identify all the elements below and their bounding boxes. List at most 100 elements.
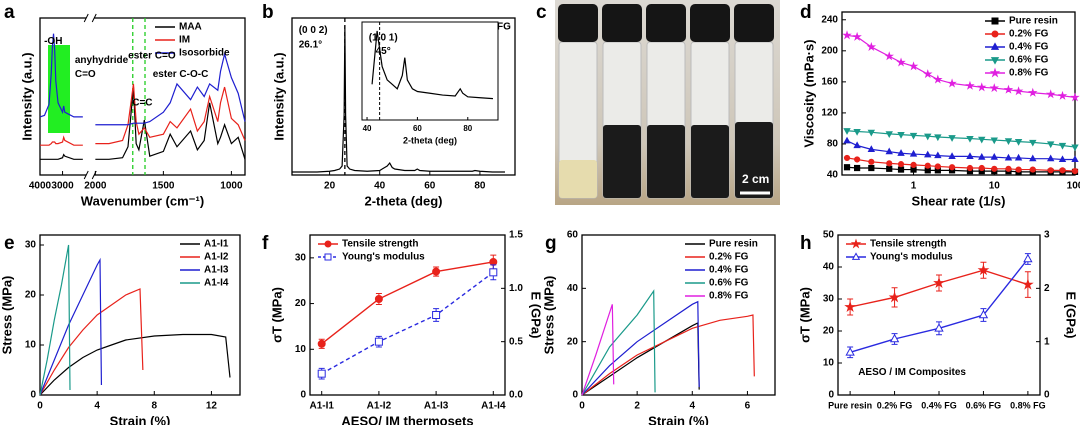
legend-label: 0.2% FG [1009, 29, 1049, 40]
y-tick-label: 20 [25, 290, 37, 301]
x-axis-title: Strain (%) [648, 413, 709, 425]
marker [1015, 166, 1022, 173]
y2-tick-label: 2 [1044, 283, 1050, 294]
marker [889, 333, 900, 343]
marker [908, 61, 919, 71]
x-tick-label: 0 [37, 401, 43, 412]
marker [977, 82, 987, 92]
y-axis-title: Stress (MPa) [0, 276, 14, 355]
legend-label: Tensile strength [342, 239, 419, 250]
y-tick-label: 80 [827, 139, 839, 150]
marker [843, 136, 851, 144]
panel-label: h [800, 233, 812, 254]
plot-frame [39, 17, 246, 176]
marker [934, 163, 941, 170]
marker [868, 158, 875, 165]
x-tick-label: 2000 [84, 181, 107, 192]
panel-label: g [545, 233, 557, 254]
panel-label: b [262, 2, 274, 23]
x-tick-label: 0.2% FG [877, 400, 913, 410]
legend-label: A1-I1 [204, 239, 229, 250]
legend-marker [990, 42, 1000, 50]
marker [966, 164, 974, 172]
y2-tick-label: 0 [1044, 390, 1050, 401]
marker [978, 164, 985, 172]
series-line [292, 25, 505, 173]
series-line [581, 300, 700, 396]
marker [1003, 84, 1014, 94]
y-tick-label: 40 [827, 170, 839, 181]
y2-axis-title: E (GPa) [529, 292, 544, 339]
legend-label: Tensile strength [870, 239, 947, 250]
y-tick-label: 0 [572, 390, 578, 401]
axis-break-gap [86, 173, 95, 177]
x-tick-label: 3000 [51, 181, 74, 192]
marker [432, 267, 441, 276]
series-line [39, 257, 103, 396]
vial-cap [646, 4, 686, 42]
inset-x-tick-label: 40 [363, 124, 372, 133]
marker [853, 141, 861, 149]
inset-x-axis-title: 2-theta (deg) [403, 135, 457, 145]
y-tick-label: 10 [25, 340, 37, 351]
y-tick-label: 160 [821, 76, 838, 87]
marker [1070, 92, 1080, 102]
y-tick-label: 240 [821, 14, 838, 25]
marker [1023, 253, 1033, 263]
annotation: C=O [75, 69, 96, 80]
x-tick-label: 80 [474, 181, 486, 192]
marker [1071, 155, 1079, 163]
x-axis-title: 2-theta (deg) [365, 193, 443, 208]
legend-label: Young's modulus [870, 252, 953, 263]
marker [1047, 167, 1054, 174]
annotation: 26.1° [299, 39, 322, 50]
marker [844, 300, 856, 312]
series-line [846, 130, 1076, 148]
legend-marker [991, 17, 999, 25]
marker [934, 151, 942, 159]
series-line [39, 288, 144, 396]
x-tick-label: 12 [206, 401, 218, 412]
y2-tick-label: 0.5 [509, 336, 523, 347]
marker [896, 57, 906, 67]
axis-break [83, 13, 97, 23]
series-line [40, 87, 246, 160]
marker [867, 129, 876, 137]
marker [924, 150, 932, 158]
x-tick-label: 100 [1067, 181, 1080, 192]
marker [948, 164, 956, 171]
x-tick-label: 4 [94, 401, 100, 412]
marker [947, 78, 957, 88]
photo: 2 cm [555, 0, 780, 205]
x-tick-label: 2 [634, 401, 640, 412]
legend-label: FG [497, 22, 511, 33]
marker [966, 135, 974, 143]
marker [897, 166, 905, 173]
legend-label: Pure resin [1009, 16, 1058, 27]
legend-label: MAA [179, 22, 202, 33]
legend-label: 0.4% FG [1009, 42, 1049, 53]
y-tick-label: 40 [823, 262, 835, 273]
vial-liquid [647, 125, 685, 198]
series-line [39, 33, 246, 126]
inset-frame [361, 21, 499, 121]
panel-label: a [4, 2, 15, 23]
y-tick-label: 40 [567, 283, 579, 294]
x-tick-label: 0 [579, 401, 585, 412]
plot-frame [291, 17, 516, 176]
y-tick-label: 10 [295, 344, 307, 355]
x-tick-label: 10 [989, 181, 1001, 192]
inset-line [371, 30, 494, 100]
legend-label: 0.2% FG [709, 252, 749, 263]
marker [854, 156, 861, 163]
marker [1071, 168, 1079, 175]
y2-tick-label: 0.0 [509, 390, 523, 401]
marker [990, 137, 998, 145]
vial-cap [558, 4, 598, 42]
marker [1014, 139, 1023, 146]
marker [933, 276, 945, 288]
plot-frame [39, 234, 241, 396]
y-tick-label: 20 [295, 298, 307, 309]
marker [842, 30, 852, 40]
